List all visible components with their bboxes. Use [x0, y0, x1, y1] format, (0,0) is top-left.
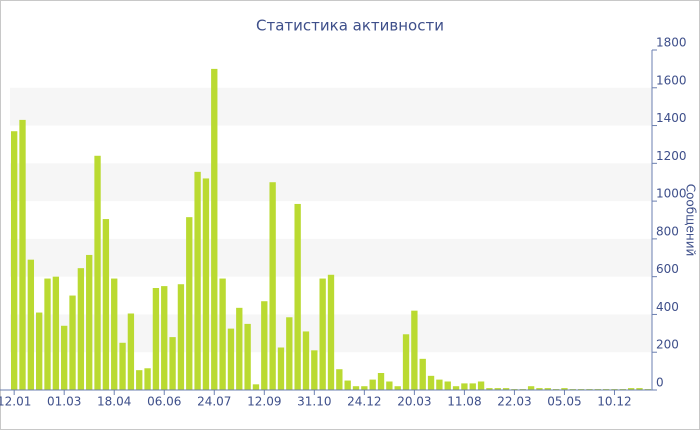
y-tick-label: 200	[656, 338, 679, 352]
y-tick-label: 1200	[656, 149, 687, 163]
bar	[127, 313, 135, 390]
bar	[36, 312, 43, 390]
bar	[369, 379, 376, 390]
bar	[327, 274, 335, 390]
bar	[261, 301, 268, 390]
bar	[11, 131, 18, 390]
bar	[161, 286, 168, 390]
bar	[186, 217, 193, 390]
bar	[494, 388, 501, 390]
grid-band	[10, 238, 652, 277]
bar	[336, 369, 343, 390]
bar	[202, 178, 210, 390]
y-tick-label: 1600	[656, 73, 687, 87]
bar	[27, 259, 35, 390]
bar	[411, 310, 418, 390]
y-tick-label: 1000	[656, 187, 687, 201]
bar	[477, 381, 485, 390]
bar	[252, 384, 260, 390]
bar	[269, 182, 276, 390]
bar	[452, 386, 460, 390]
bar	[286, 317, 293, 390]
y-tick-label: 0	[656, 376, 664, 390]
bar	[627, 388, 635, 390]
x-tick-label: 22.03	[497, 395, 531, 409]
x-tick-label: 24.07	[197, 395, 231, 409]
x-tick-label: 05.05	[547, 395, 581, 409]
grid-band	[10, 163, 652, 202]
bar	[19, 119, 26, 390]
bar	[502, 388, 510, 390]
x-tick-label: 01.03	[47, 395, 81, 409]
y-tick-label: 800	[656, 224, 679, 238]
bar	[69, 295, 76, 390]
bar	[119, 342, 126, 390]
bar	[236, 307, 243, 390]
bar	[427, 375, 435, 390]
bar	[44, 278, 51, 390]
x-tick-label: 31.10	[297, 395, 331, 409]
x-tick-label: 11.08	[447, 395, 481, 409]
bar	[102, 219, 110, 390]
y-tick-label: 1400	[656, 111, 687, 125]
bar	[536, 388, 543, 390]
bar	[386, 381, 393, 390]
y-axis-label: Сообщений	[684, 184, 698, 257]
y-tick-label: 400	[656, 300, 679, 314]
bar	[352, 386, 360, 390]
bar	[394, 386, 401, 390]
bar	[461, 383, 468, 390]
bar	[544, 388, 551, 390]
bar	[377, 373, 385, 390]
bar	[177, 284, 185, 390]
bar	[344, 380, 351, 390]
y-tick-label: 600	[656, 262, 679, 276]
bar	[136, 370, 143, 390]
bar	[111, 278, 118, 390]
bar	[52, 276, 60, 390]
bar	[402, 334, 410, 390]
bar	[436, 379, 443, 390]
x-tick-label: 12.09	[247, 395, 281, 409]
bar	[219, 278, 226, 390]
chart-title: Статистика активности	[256, 17, 444, 35]
bar	[561, 388, 568, 390]
bar	[152, 288, 160, 390]
bar	[77, 268, 85, 390]
bar	[244, 323, 251, 390]
x-tick-label: 18.04	[97, 395, 131, 409]
bar	[361, 386, 368, 390]
bar	[527, 386, 535, 390]
x-tick-label: 06.06	[147, 395, 181, 409]
bar	[302, 331, 310, 390]
grid-band	[10, 87, 652, 126]
bar	[319, 278, 326, 390]
x-tick-label: 10.12	[597, 395, 631, 409]
bar	[194, 171, 201, 390]
bar	[469, 383, 476, 390]
bar	[277, 347, 285, 390]
bar	[144, 368, 151, 390]
bar	[211, 68, 218, 390]
x-tick-label: 12.01	[0, 395, 31, 409]
bar	[61, 325, 68, 390]
bar	[227, 328, 235, 390]
bar	[636, 388, 643, 390]
y-tick-label: 1800	[656, 36, 687, 50]
x-tick-label: 24.12	[347, 395, 381, 409]
bar	[169, 337, 176, 390]
bar	[294, 203, 301, 390]
x-tick-label: 20.03	[397, 395, 431, 409]
bar	[486, 388, 493, 390]
bar	[311, 350, 318, 390]
bar	[444, 381, 451, 390]
bar	[94, 155, 101, 390]
bar	[86, 254, 93, 390]
bar	[419, 358, 426, 390]
